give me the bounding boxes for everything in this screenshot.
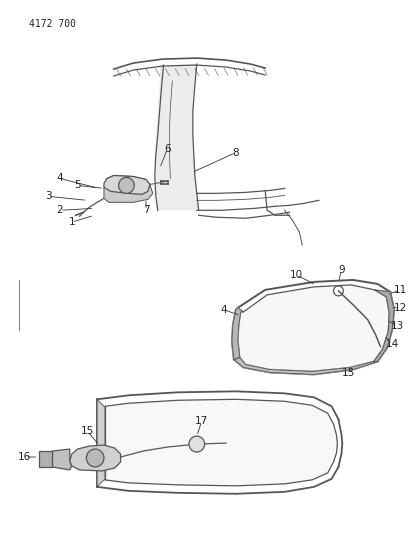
Text: 16: 16 <box>18 452 31 462</box>
Circle shape <box>189 436 204 452</box>
Text: 12: 12 <box>393 303 407 313</box>
Circle shape <box>86 449 104 467</box>
Text: 2: 2 <box>57 205 63 215</box>
Polygon shape <box>105 399 337 486</box>
Text: 3: 3 <box>45 191 51 201</box>
Text: 8: 8 <box>233 148 239 158</box>
Polygon shape <box>104 175 153 203</box>
Polygon shape <box>232 308 244 360</box>
Text: 4: 4 <box>57 173 63 183</box>
Circle shape <box>119 177 134 193</box>
Text: 6: 6 <box>164 143 171 154</box>
Text: 14: 14 <box>386 338 399 349</box>
Polygon shape <box>38 451 52 467</box>
Text: 13: 13 <box>390 321 404 330</box>
Circle shape <box>334 286 343 296</box>
Polygon shape <box>52 449 72 470</box>
Text: 9: 9 <box>338 265 345 275</box>
Text: 4: 4 <box>221 305 227 315</box>
Polygon shape <box>155 64 199 211</box>
Text: 17: 17 <box>195 416 208 426</box>
Text: 15: 15 <box>81 426 94 436</box>
Polygon shape <box>70 445 121 471</box>
Polygon shape <box>97 399 105 487</box>
Text: 4172 700: 4172 700 <box>29 19 76 29</box>
Text: 15: 15 <box>341 368 355 378</box>
Polygon shape <box>374 290 394 361</box>
Text: 1: 1 <box>69 217 75 227</box>
Polygon shape <box>238 285 389 372</box>
Text: 10: 10 <box>290 270 303 280</box>
Text: 11: 11 <box>393 285 407 295</box>
Text: 7: 7 <box>143 205 149 215</box>
Polygon shape <box>234 358 377 375</box>
Text: 5: 5 <box>74 181 81 190</box>
Polygon shape <box>104 175 150 195</box>
